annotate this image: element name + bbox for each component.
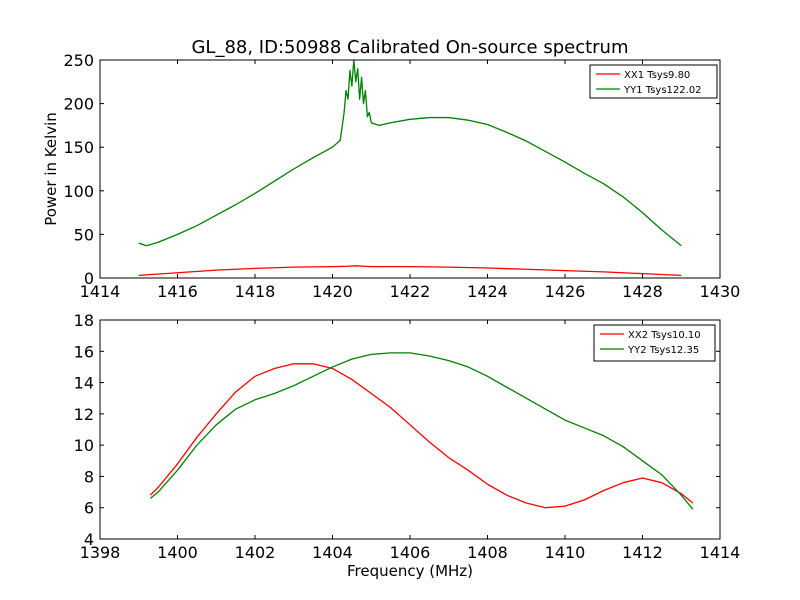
y-tick-label: 200 xyxy=(63,95,94,114)
chart-title: GL_88, ID:50988 Calibrated On-source spe… xyxy=(191,37,628,58)
series-line-1 xyxy=(149,363,694,509)
x-tick-label: 1420 xyxy=(312,282,353,301)
y-tick-label: 16 xyxy=(74,342,94,361)
legend: XX1 Tsys9.80 YY1 Tsys122.02 xyxy=(589,64,718,99)
y-tick-label: 6 xyxy=(84,499,94,518)
y-tick-label: 250 xyxy=(63,51,94,70)
x-tick-label: 1414 xyxy=(700,543,741,562)
x-axis-label: Frequency (MHz) xyxy=(347,562,473,580)
x-tick-label: 1412 xyxy=(622,543,663,562)
series-line-2 xyxy=(138,59,682,247)
x-tick-label: 1414 xyxy=(80,282,121,301)
x-tick-label: 1402 xyxy=(235,543,276,562)
x-tick-label: 1424 xyxy=(467,282,508,301)
y-tick-label: 8 xyxy=(84,467,94,486)
x-tick-label: 1428 xyxy=(622,282,663,301)
x-tick-label: 1430 xyxy=(700,282,741,301)
series-line-1 xyxy=(138,265,682,277)
series-line-2 xyxy=(149,352,694,510)
y-tick-label: 12 xyxy=(74,405,94,424)
x-tick-label: 1418 xyxy=(235,282,276,301)
y-tick-label: 50 xyxy=(74,225,94,244)
y-tick-label: 10 xyxy=(74,436,94,455)
x-tick-label: 1408 xyxy=(467,543,508,562)
y-tick-label: 150 xyxy=(63,138,94,157)
legend-box xyxy=(589,64,718,99)
x-tick-label: 1406 xyxy=(390,543,431,562)
bottom-panel: 1398 1400 1402 1404 1406 1408 1410 1412 14144681… xyxy=(74,311,741,580)
y-tick-label: 14 xyxy=(74,374,94,393)
x-tick-label: 1400 xyxy=(157,543,198,562)
x-tick-label: 1416 xyxy=(157,282,198,301)
legend-label: YY1 Tsys122.02 xyxy=(623,85,702,96)
y-tick-label: 4 xyxy=(84,530,94,549)
legend-label: YY2 Tsys12.35 xyxy=(627,345,699,356)
legend-label: XX1 Tsys9.80 xyxy=(624,70,690,81)
legend-label: XX2 Tsys10.10 xyxy=(628,330,701,341)
x-tick-label: 1426 xyxy=(545,282,586,301)
x-tick-label: 1422 xyxy=(390,282,431,301)
y-tick-label: 0 xyxy=(84,269,94,288)
y-tick-label: 18 xyxy=(74,311,94,330)
legend-box xyxy=(593,324,716,362)
x-tick-label: 1404 xyxy=(312,543,353,562)
top-panel: 1414 1416 1418 1420 1422 1424 1426 1428 1430 0 50 1… xyxy=(42,51,740,301)
y-tick-label: 100 xyxy=(63,182,94,201)
x-tick-label: 1398 xyxy=(80,543,121,562)
legend: XX2 Tsys10.10 YY2 Tsys12.35 xyxy=(593,324,716,362)
x-tick-label: 1410 xyxy=(545,543,586,562)
y-axis-label: Power in Kelvin xyxy=(42,112,60,226)
